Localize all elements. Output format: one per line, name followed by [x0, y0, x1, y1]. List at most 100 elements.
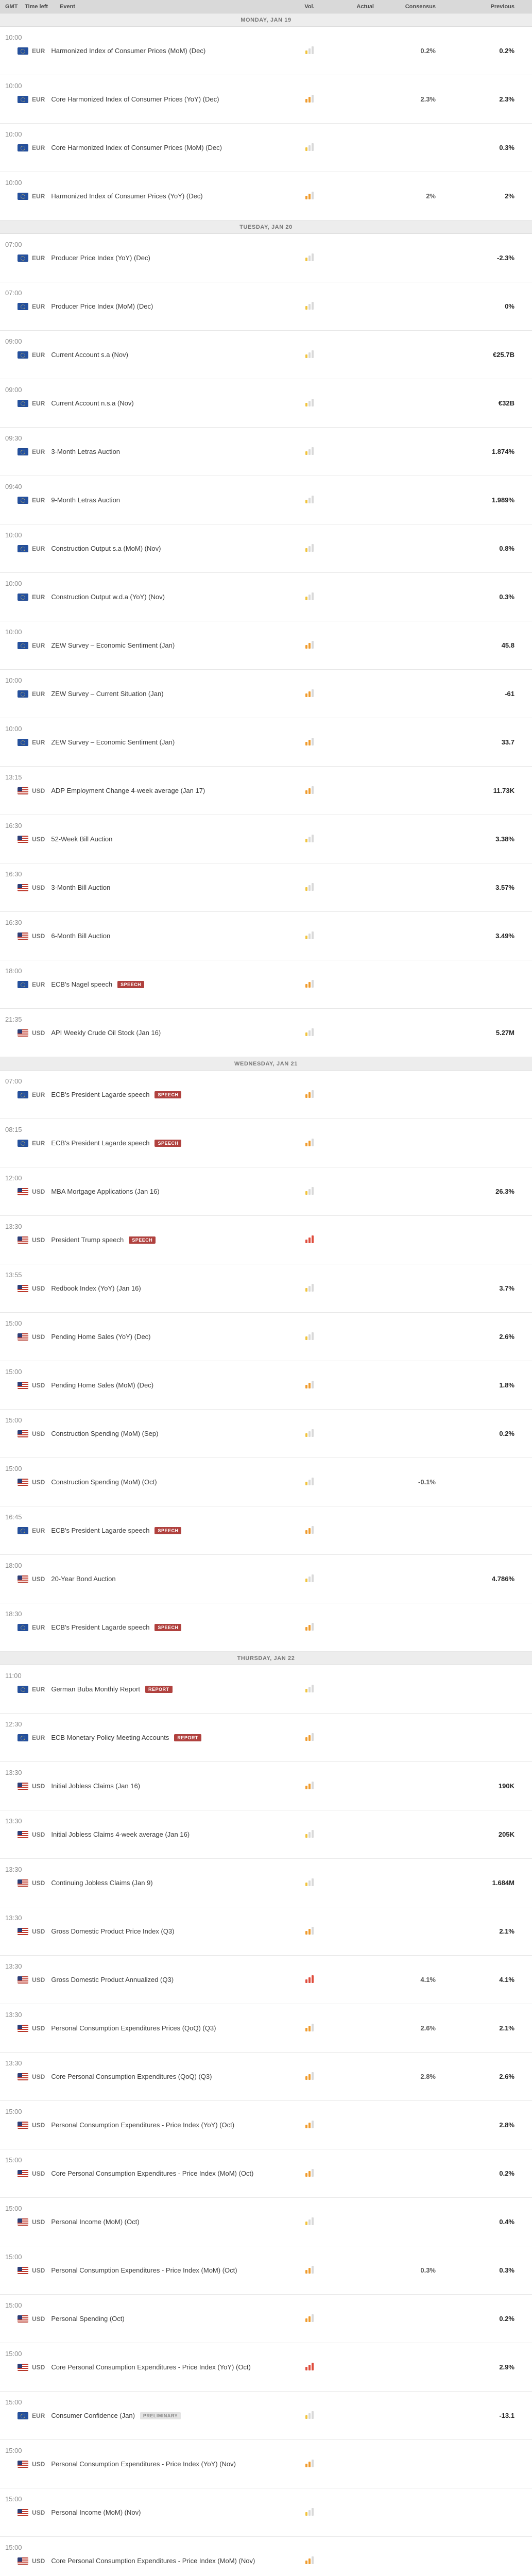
currency-code: USD	[32, 932, 45, 940]
event-row[interactable]: 18:00 USD 20-Year Bond Auction 4.786%	[0, 1555, 532, 1603]
event-row[interactable]: 13:15 USD ADP Employment Change 4-week ave…	[0, 767, 532, 815]
event-row[interactable]: 16:30 USD 52-Week Bill Auction 3.38%	[0, 815, 532, 863]
currency-code: USD	[32, 1879, 45, 1887]
event-row[interactable]: 13:30 USD Continuing Jobless Claims (Jan 9…	[0, 1859, 532, 1907]
event-row[interactable]: 18:30 EUR ECB's President Lagarde speech SP…	[0, 1603, 532, 1652]
event-row[interactable]: 13:30 USD Core Personal Consumption Expend…	[0, 2053, 532, 2101]
event-row[interactable]: 15:00 EUR Consumer Confidence (Jan) PRELIMI…	[0, 2392, 532, 2440]
volatility-bar	[305, 2464, 307, 2467]
event-row[interactable]: 10:00 EUR ZEW Survey – Current Situation (…	[0, 670, 532, 718]
event-main: USD Initial Jobless Claims (Jan 16)	[18, 1782, 213, 1790]
event-row[interactable]: 15:00 USD Core Personal Consumption Expend…	[0, 2343, 532, 2392]
event-row[interactable]: 21:35 USD API Weekly Crude Oil Stock (Jan …	[0, 1009, 532, 1057]
volatility-indicator	[286, 301, 333, 310]
event-row[interactable]: 09:00 EUR Current Account n.s.a (Nov) €32B	[0, 379, 532, 428]
col-header-consensus: Consensus	[405, 4, 436, 10]
volatility-indicator	[286, 1974, 333, 1983]
event-main: EUR ECB's Nagel speech SPEECH	[18, 980, 213, 988]
volatility-bar	[305, 1883, 307, 1886]
event-row[interactable]: 15:00 USD Pending Home Sales (MoM) (Dec) 1.…	[0, 1361, 532, 1410]
event-row[interactable]: 07:00 EUR Producer Price Index (MoM) (Dec)…	[0, 282, 532, 331]
event-row[interactable]: 16:30 USD 3-Month Bill Auction 3.57%	[0, 863, 532, 912]
event-row[interactable]: 13:30 USD Personal Consumption Expenditure…	[0, 2004, 532, 2053]
event-main: USD 20-Year Bond Auction	[18, 1575, 213, 1583]
event-row[interactable]: 10:00 EUR Construction Output s.a (MoM) (N…	[0, 524, 532, 573]
event-name: Producer Price Index (MoM) (Dec)	[51, 302, 153, 310]
volatility-bar	[308, 2365, 311, 2370]
event-row[interactable]: 10:00 EUR Core Harmonized Index of Consume…	[0, 124, 532, 172]
event-time: 13:30	[5, 1769, 22, 1776]
currency-code: USD	[32, 2024, 45, 2032]
event-row[interactable]: 12:00 USD MBA Mortgage Applications (Jan 1…	[0, 1167, 532, 1216]
event-time: 12:00	[5, 1174, 22, 1182]
event-row[interactable]: 13:30 USD President Trump speech SPEECH	[0, 1216, 532, 1264]
event-row[interactable]: 15:00 USD Personal Income (MoM) (Oct) 0.4%	[0, 2198, 532, 2246]
event-row[interactable]: 10:00 EUR Construction Output w.d.a (YoY) …	[0, 573, 532, 621]
volatility-bar	[308, 1832, 311, 1838]
event-row[interactable]: 07:00 EUR Producer Price Index (YoY) (Dec)…	[0, 234, 532, 282]
volatility-indicator	[286, 2071, 333, 2080]
event-name: ZEW Survey – Current Situation (Jan)	[51, 690, 164, 698]
event-time: 12:30	[5, 1720, 22, 1728]
previous-value: 0.2%	[499, 1430, 514, 1437]
event-row[interactable]: 16:45 EUR ECB's President Lagarde speech SP…	[0, 1506, 532, 1555]
previous-value: -2.3%	[497, 254, 514, 262]
event-row[interactable]: 10:00 EUR Harmonized Index of Consumer Pri…	[0, 172, 532, 221]
event-main: EUR German Buba Monthly Report REPORT	[18, 1685, 213, 1693]
col-header-event: Event	[60, 4, 75, 10]
event-row[interactable]: 09:00 EUR Current Account s.a (Nov) €25.7B	[0, 331, 532, 379]
event-name: President Trump speech	[51, 1236, 124, 1244]
event-row[interactable]: 15:00 USD Core Personal Consumption Expend…	[0, 2149, 532, 2198]
event-main: USD Personal Spending (Oct)	[18, 2315, 213, 2323]
event-row[interactable]: 15:00 USD Personal Consumption Expenditure…	[0, 2101, 532, 2149]
volatility-indicator	[286, 446, 333, 455]
event-row[interactable]: 18:00 EUR ECB's Nagel speech SPEECH	[0, 960, 532, 1009]
event-name: ECB's President Lagarde speech	[51, 1139, 150, 1147]
previous-value: 5.27M	[495, 1029, 514, 1037]
day-header: THURSDAY, JAN 22	[0, 1652, 532, 1665]
event-row[interactable]: 10:00 EUR Core Harmonized Index of Consume…	[0, 75, 532, 124]
event-name: API Weekly Crude Oil Stock (Jan 16)	[51, 1029, 161, 1037]
event-row[interactable]: 07:00 EUR ECB's President Lagarde speech SP…	[0, 1071, 532, 1119]
event-row[interactable]: 09:40 EUR 9-Month Letras Auction 1.989%	[0, 476, 532, 524]
event-main: USD Gross Domestic Product Price Index (Q…	[18, 1927, 213, 1935]
event-row[interactable]: 12:30 EUR ECB Monetary Policy Meeting Acco…	[0, 1714, 532, 1762]
currency-code: USD	[32, 1478, 45, 1486]
event-main: EUR ECB's President Lagarde speech SPEECH	[18, 1091, 213, 1098]
currency-code: USD	[32, 2363, 45, 2371]
event-row[interactable]: 13:30 USD Initial Jobless Claims 4-week av…	[0, 1810, 532, 1859]
event-badge: SPEECH	[155, 1527, 182, 1534]
event-row[interactable]: 15:00 USD Personal Consumption Expenditure…	[0, 2440, 532, 2488]
currency-code: EUR	[32, 302, 45, 310]
event-row[interactable]: 09:30 EUR 3-Month Letras Auction 1.874%	[0, 428, 532, 476]
event-main: EUR Consumer Confidence (Jan) PRELIMINARY	[18, 2412, 213, 2419]
event-row[interactable]: 13:30 USD Gross Domestic Product Price Ind…	[0, 1907, 532, 1956]
event-row[interactable]: 13:30 USD Initial Jobless Claims (Jan 16) 1…	[0, 1762, 532, 1810]
event-row[interactable]: 15:00 USD Personal Spending (Oct) 0.2%	[0, 2295, 532, 2343]
previous-value: 0.8%	[499, 545, 514, 552]
event-row[interactable]: 10:00 EUR ZEW Survey – Economic Sentiment …	[0, 621, 532, 670]
event-row[interactable]: 10:00 EUR ZEW Survey – Economic Sentiment …	[0, 718, 532, 767]
event-row[interactable]: 11:00 EUR German Buba Monthly Report REPORT	[0, 1665, 532, 1714]
event-time: 09:40	[5, 483, 22, 490]
event-row[interactable]: 13:55 USD Redbook Index (YoY) (Jan 16) 3.7%	[0, 1264, 532, 1313]
volatility-bar	[312, 2266, 314, 2274]
event-row[interactable]: 08:15 EUR ECB's President Lagarde speech SP…	[0, 1119, 532, 1167]
consensus-value: 2.8%	[420, 2073, 436, 2080]
event-row[interactable]: 15:00 USD Construction Spending (MoM) (Sep…	[0, 1410, 532, 1458]
volatility-bar	[308, 1286, 311, 1292]
event-badge: SPEECH	[155, 1623, 182, 1631]
event-row[interactable]: 15:00 USD Construction Spending (MoM) (Oct…	[0, 1458, 532, 1506]
previous-value: €25.7B	[493, 351, 514, 359]
event-row[interactable]: 10:00 EUR Harmonized Index of Consumer Pri…	[0, 27, 532, 75]
volatility-bar	[312, 2508, 314, 2516]
event-row[interactable]: 15:00 USD Pending Home Sales (YoY) (Dec) 2.…	[0, 1313, 532, 1361]
event-row[interactable]: 15:00 USD Core Personal Consumption Expend…	[0, 2537, 532, 2576]
event-row[interactable]: 15:00 USD Personal Consumption Expenditure…	[0, 2246, 532, 2295]
volatility-indicator	[286, 1331, 333, 1340]
event-row[interactable]: 15:00 USD Personal Income (MoM) (Nov)	[0, 2488, 532, 2537]
event-row[interactable]: 16:30 USD 6-Month Bill Auction 3.49%	[0, 912, 532, 960]
event-row[interactable]: 13:30 USD Gross Domestic Product Annualize…	[0, 1956, 532, 2004]
event-time: 13:55	[5, 1271, 22, 1279]
